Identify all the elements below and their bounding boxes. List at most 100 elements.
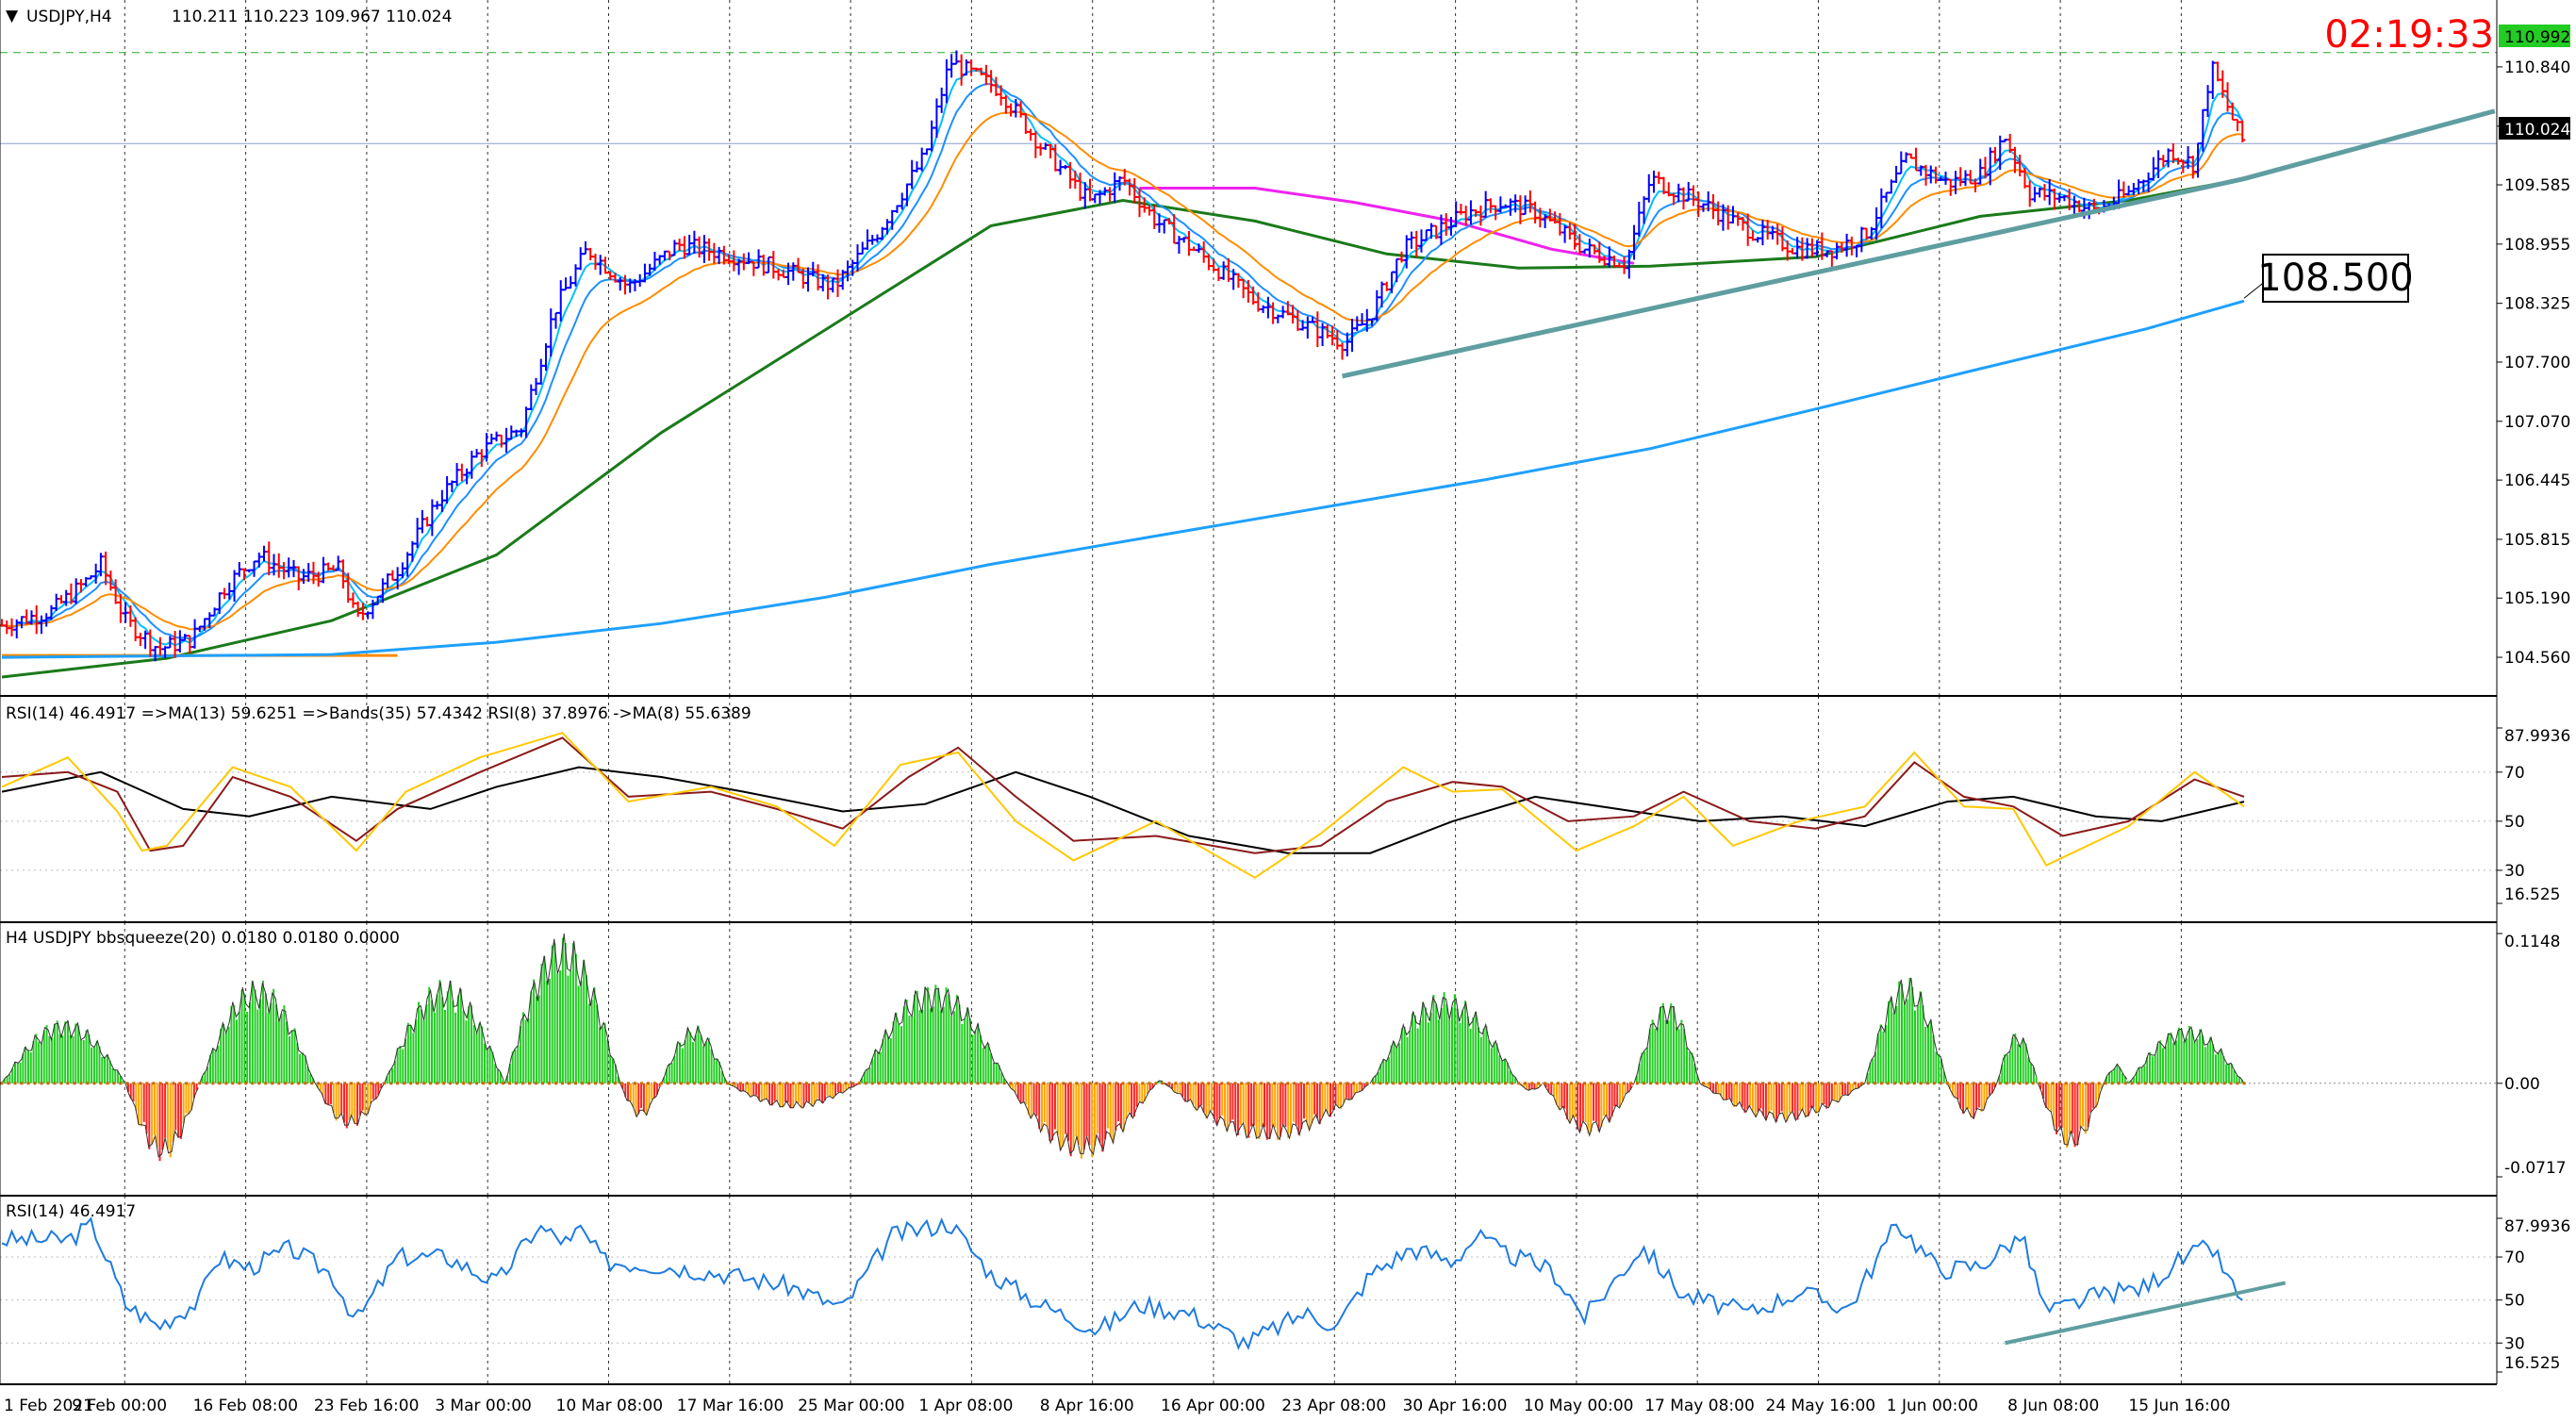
squeeze-dot (1787, 1082, 1791, 1085)
squeeze-outline (1, 1019, 124, 1084)
squeeze-dot (1319, 1082, 1323, 1085)
squeeze-dot (1200, 1082, 1204, 1085)
squeeze-dot (567, 1082, 570, 1085)
squeeze-dot (1438, 1082, 1442, 1085)
squeeze-dot (1616, 1082, 1620, 1085)
squeeze-dot (1577, 1082, 1580, 1085)
squeeze-dot (343, 1082, 347, 1085)
squeeze-dot (1747, 1082, 1751, 1085)
squeeze-dot (152, 1082, 156, 1085)
rsi-series-darkred (1, 736, 2245, 854)
squeeze-dot (1741, 1082, 1744, 1085)
level-box[interactable]: 108.500 (2257, 254, 2414, 303)
squeeze-dot (2183, 1082, 2187, 1085)
price-tick-label: 110.840 (2504, 58, 2570, 77)
squeeze-dot (422, 1082, 426, 1085)
squeeze-dot (1458, 1082, 1461, 1085)
squeeze-dot (1115, 1082, 1118, 1085)
rsi-series-yellow (1, 732, 2245, 879)
squeeze-dot (26, 1082, 30, 1085)
time-tick-label: 30 Apr 16:00 (1403, 1397, 1508, 1415)
squeeze-dot (963, 1082, 966, 1085)
squeeze-dot (666, 1082, 669, 1085)
squeeze-outline (1518, 1083, 1543, 1091)
squeeze-dot (903, 1082, 907, 1085)
squeeze-dot (541, 1082, 545, 1085)
squeeze-dot (33, 1082, 37, 1085)
squeeze-outline (124, 1083, 199, 1158)
squeeze-outline (660, 1025, 728, 1084)
squeeze-dot (1603, 1082, 1607, 1085)
squeeze-dot (1286, 1082, 1290, 1085)
squeeze-dot (1991, 1082, 1995, 1085)
squeeze-dot (2051, 1082, 2055, 1085)
squeeze-tick-label: -0.0717 (2504, 1159, 2567, 1178)
squeeze-dot (1352, 1082, 1356, 1085)
squeeze-dot (178, 1082, 182, 1085)
squeeze-dot (1906, 1082, 1909, 1085)
squeeze-dot (2064, 1082, 2068, 1085)
squeeze-dot (139, 1082, 142, 1085)
time-tick-label: 17 Mar 16:00 (677, 1397, 784, 1415)
squeeze-dot (1379, 1082, 1382, 1085)
squeeze-dot (205, 1082, 208, 1085)
squeeze-dot (1405, 1082, 1409, 1085)
squeeze-dot (910, 1082, 914, 1085)
squeeze-dot (2156, 1082, 2160, 1085)
price-tick-label: 106.445 (2504, 471, 2570, 490)
squeeze-dot (1978, 1082, 1982, 1085)
squeeze-dot (2170, 1082, 2173, 1085)
squeeze-dot (2130, 1082, 2134, 1085)
squeeze-dot (1016, 1082, 1019, 1085)
chart-title-arrow[interactable]: ▼ (6, 7, 19, 25)
squeeze-dot (145, 1082, 149, 1085)
squeeze-dot (633, 1082, 636, 1085)
squeeze-dot (1656, 1082, 1660, 1085)
squeeze-dot (264, 1082, 268, 1085)
trendlines[interactable] (1342, 108, 2496, 379)
squeeze-dot (1760, 1082, 1764, 1085)
squeeze-dot (1187, 1082, 1191, 1085)
squeeze-outline (2103, 1063, 2128, 1083)
squeeze-dot (1688, 1082, 1692, 1085)
squeeze-dot (1101, 1082, 1105, 1085)
squeeze-outline (1007, 1083, 1157, 1156)
squeeze-dot (1972, 1082, 1975, 1085)
squeeze-dot (725, 1082, 729, 1085)
squeeze-dot (2038, 1082, 2041, 1085)
squeeze-dot (244, 1082, 248, 1085)
squeeze-dot (593, 1082, 597, 1085)
squeeze-dot (2071, 1082, 2074, 1085)
squeeze-dot (2189, 1082, 2193, 1085)
squeeze-dot (1958, 1082, 1962, 1085)
squeeze-dot (1859, 1082, 1863, 1085)
price-trendline (2243, 108, 2496, 181)
squeeze-dot (956, 1082, 960, 1085)
squeeze-dot (429, 1082, 433, 1085)
squeeze-dot (1662, 1082, 1666, 1085)
squeeze-dot (718, 1082, 722, 1085)
squeeze-dot (1886, 1082, 1890, 1085)
squeeze-dot (1807, 1082, 1810, 1085)
squeeze-dot (626, 1082, 630, 1085)
squeeze-dot (1134, 1082, 1138, 1085)
squeeze-dot (1253, 1082, 1257, 1085)
rsi-tick-label: 16.525 (2504, 1354, 2560, 1373)
time-tick-label: 16 Feb 08:00 (193, 1397, 299, 1415)
squeeze-dot (943, 1082, 947, 1085)
rsi-tick-label: 70 (2504, 1248, 2525, 1267)
squeeze-dot (1280, 1082, 1283, 1085)
bbsqueeze-histogram (0, 934, 2497, 1162)
squeeze-dot (1714, 1082, 1718, 1085)
rsi-bands-panel-series (0, 732, 2497, 879)
squeeze-dot (1167, 1082, 1171, 1085)
squeeze-dot (1326, 1082, 1329, 1085)
squeeze-dot (508, 1082, 512, 1085)
squeeze-outline (1633, 1005, 1701, 1083)
squeeze-dot (1629, 1082, 1633, 1085)
squeeze-dot (2084, 1082, 2088, 1085)
rsi-bands-panel-label: RSI(14) 46.4917 =>MA(13) 59.6251 =>Bands… (6, 704, 751, 723)
squeeze-dot (1800, 1082, 1804, 1085)
squeeze-dot (1793, 1082, 1797, 1085)
